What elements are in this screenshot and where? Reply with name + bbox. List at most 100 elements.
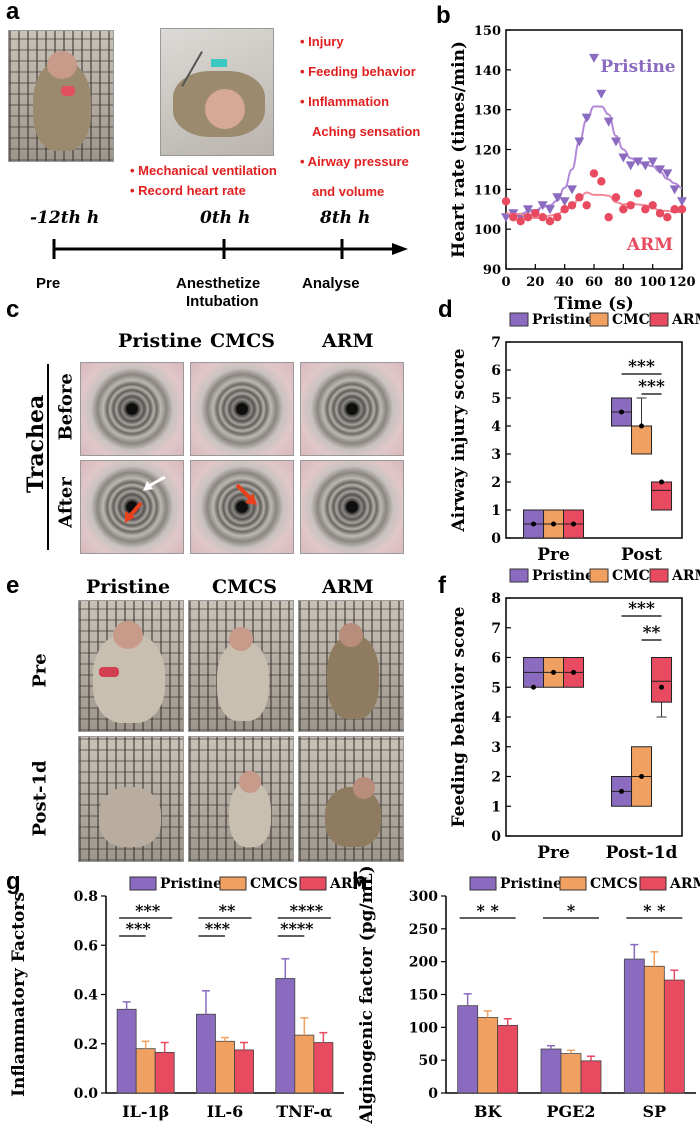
legend-label: ARM [669, 876, 700, 892]
endoscopy-cmcs-after [190, 460, 294, 554]
data-point [655, 165, 665, 175]
box-mean [531, 684, 537, 690]
y-axis-label: Airway injury score [449, 348, 469, 532]
legend-swatch [589, 568, 609, 583]
y-tick-label: 110 [474, 183, 501, 198]
data-point [545, 217, 555, 226]
timeline-label-anesthetize: Anesthetize [176, 275, 261, 292]
y-tick-label: 100 [474, 223, 501, 238]
data-point [523, 205, 533, 215]
bar-arm [497, 1024, 519, 1094]
y-tick-label: 200 [409, 955, 438, 971]
x-tick-label: 0 [501, 275, 510, 290]
data-point [597, 177, 606, 186]
box-mean [551, 521, 557, 527]
data-point [560, 205, 569, 214]
outcome-volume: and volume [312, 184, 385, 199]
data-point [603, 117, 614, 127]
y-tick-label: 6 [491, 363, 501, 379]
x-category-label: Post-1d [606, 843, 678, 863]
legend-swatch [559, 876, 587, 891]
legend-label: CMCS [250, 876, 298, 892]
box-mean [659, 479, 665, 485]
y-tick-label: 6 [491, 651, 501, 667]
x-category-label: PGE2 [546, 1102, 595, 1121]
endoscopy-cmcs-before [190, 362, 294, 456]
significance-label: **** [290, 901, 324, 920]
bar-cmcs [643, 965, 665, 1094]
feeding-photo-pristine-pre [78, 600, 184, 732]
panel-letter-c: c [6, 296, 20, 323]
box-mean [571, 521, 577, 527]
data-point [611, 193, 621, 202]
x-axis-label: Time (s) [554, 294, 634, 314]
box-mean [639, 423, 645, 429]
legend-swatch [639, 876, 667, 891]
bar-pristine [196, 1013, 216, 1094]
panel-letter-d: d [438, 296, 453, 323]
box-mean [531, 521, 537, 527]
legend-label: ARM [671, 568, 700, 584]
bar-arm [154, 1051, 175, 1094]
data-point [567, 201, 577, 210]
y-tick-label: 5 [491, 680, 501, 696]
feeding-col-arm: ARM [322, 576, 374, 598]
data-point [501, 213, 511, 223]
box-mean [639, 774, 645, 779]
trachea-row-after: After [55, 477, 77, 528]
data-point [619, 205, 628, 214]
legend-swatch [469, 876, 497, 891]
legend-swatch [509, 312, 529, 327]
outcome-inflammation: • Inflammation [300, 94, 390, 109]
x-category-label: SP [643, 1102, 667, 1121]
legend-label: Pristine [532, 312, 594, 328]
y-tick-label: 7 [491, 621, 501, 637]
panel-letter-f: f [438, 572, 446, 599]
chart-inflammatory-factors: 0.00.20.40.60.8IL-1β******IL-6*****TNF-α… [9, 876, 368, 1121]
data-point [545, 205, 555, 215]
x-tick-label: 100 [639, 275, 666, 290]
y-tick-label: 250 [409, 922, 438, 938]
data-point [574, 137, 585, 147]
feeding-row-post: Post-1d [29, 760, 51, 837]
timeline-label-pre: Pre [36, 275, 61, 292]
timeline-label-intubation: Intubation [186, 293, 259, 310]
y-tick-label: 140 [474, 64, 501, 79]
series-line-pristine [505, 105, 683, 217]
feeding-row-pre: Pre [29, 653, 51, 688]
data-point [516, 217, 525, 226]
trachea-col-pristine: Pristine [118, 330, 203, 352]
bar-cmcs [135, 1048, 156, 1094]
y-axis-label: Inflammatory Factors [9, 892, 29, 1097]
feeding-photo-cmcs-pre [188, 600, 294, 732]
significance-label: * * [643, 901, 666, 920]
y-axis-label: Feeding behavior score [449, 606, 469, 827]
panel-letter-h: h [352, 868, 367, 895]
timeline-time-8: 8th h [320, 208, 371, 228]
panel-letter-e: e [6, 572, 20, 599]
significance-label: *** [638, 377, 665, 397]
data-point [633, 157, 643, 167]
legend-swatch [649, 568, 669, 583]
significance-label: *** [126, 919, 152, 938]
trachea-group-label: Trachea [23, 394, 49, 493]
data-point [640, 161, 651, 171]
box-mean [571, 669, 577, 675]
bar-pristine [540, 1048, 562, 1094]
trachea-row-before: Before [55, 373, 77, 441]
outcome-feeding: • Feeding behavior [300, 64, 416, 79]
bar-pristine [275, 978, 296, 1094]
legend-label-arm: ARM [626, 235, 673, 255]
y-tick-label: 1 [491, 503, 501, 519]
data-point [648, 201, 657, 210]
significance-label: *** [628, 357, 655, 377]
y-tick-label: 0 [491, 829, 501, 845]
data-point [553, 213, 562, 222]
y-tick-label: 100 [409, 1020, 438, 1036]
y-axis-label: Alginogenic factor (pg/mL) [357, 865, 377, 1124]
data-point [677, 205, 687, 214]
significance-label: ** [219, 901, 236, 920]
outcome-aching: Aching sensation [312, 124, 421, 139]
data-point [559, 197, 570, 207]
y-tick-label: 120 [474, 144, 501, 159]
